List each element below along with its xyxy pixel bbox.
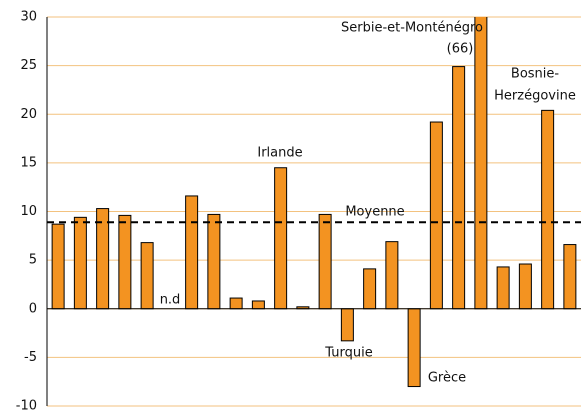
bar	[518, 263, 532, 310]
bar	[496, 266, 510, 310]
bar	[452, 66, 466, 310]
y-tick-label: 5	[29, 253, 37, 268]
bar	[563, 244, 577, 310]
y-tick-label: -10	[16, 399, 37, 410]
annotation: Turquie	[324, 346, 372, 361]
y-tick-label: 20	[20, 107, 37, 122]
annotation: n.d	[160, 293, 181, 308]
y-tick-label: 30	[20, 10, 37, 25]
bar	[118, 214, 132, 310]
bar	[407, 308, 421, 388]
bar	[429, 121, 443, 310]
annotation: Herzégovine	[494, 89, 576, 104]
bar	[51, 223, 65, 310]
bar	[340, 308, 354, 342]
bar	[185, 195, 199, 310]
y-tick-label: 25	[20, 58, 37, 73]
annotation: Serbie-et-Monténégro	[341, 21, 483, 36]
annotation: (66)	[447, 42, 474, 57]
bar	[474, 17, 488, 310]
bar	[251, 300, 265, 310]
annotation: Grèce	[428, 371, 466, 386]
bar	[140, 242, 154, 310]
bar	[318, 213, 332, 310]
bar	[385, 241, 399, 310]
annotation: Bosnie-	[511, 67, 559, 82]
mean-label: Moyenne	[345, 205, 404, 220]
annotation: Irlande	[257, 146, 302, 161]
bar	[207, 213, 221, 310]
bar	[541, 109, 555, 310]
bar	[274, 167, 288, 310]
y-tick-label: -5	[24, 350, 37, 365]
bar	[229, 297, 243, 310]
bar	[363, 268, 377, 310]
bar	[96, 208, 110, 310]
bar	[73, 216, 87, 310]
y-tick-label: 0	[29, 301, 37, 316]
y-tick-label: 15	[20, 155, 37, 170]
y-tick-label: 10	[20, 204, 37, 219]
